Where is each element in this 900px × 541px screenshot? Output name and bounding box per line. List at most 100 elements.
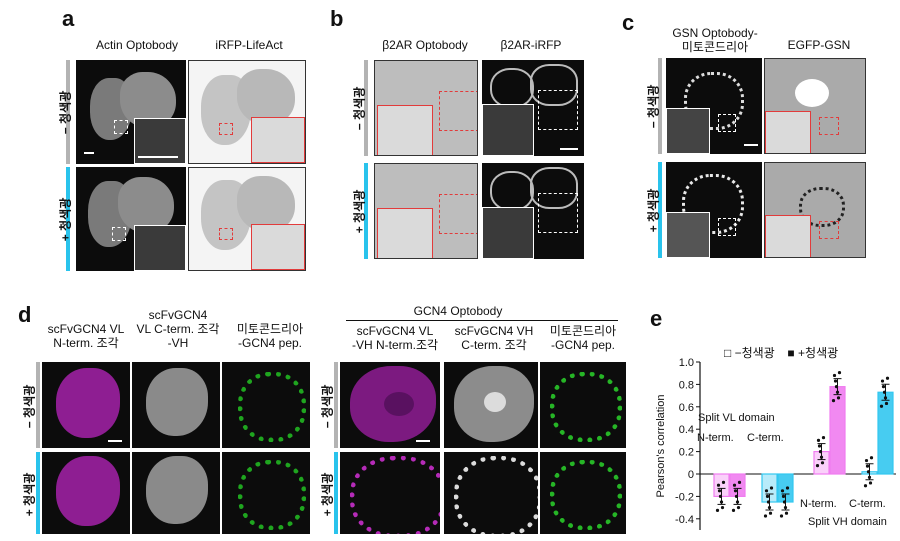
col-gsn-optobody-line2: 미토콘드리아 <box>681 40 749 54</box>
data-point <box>817 444 822 448</box>
data-point <box>865 464 870 468</box>
data-point <box>768 511 773 515</box>
data-point <box>863 484 868 488</box>
col-d3: 미토콘드리아 -GCN4 pep. <box>222 322 318 350</box>
data-point <box>737 480 742 484</box>
image-egfp-gsn-plus <box>764 162 866 258</box>
col-d2-line1: scFvGCN4 <box>148 308 208 322</box>
plus-light-bar <box>364 163 368 259</box>
panel-d-label: d <box>18 302 32 327</box>
image-b2ar-optobody-plus <box>374 163 478 259</box>
col-d6-line2: -GCN4 pep. <box>550 338 616 352</box>
data-point <box>732 483 737 487</box>
y-tick-label: 0 <box>688 469 694 481</box>
image-vl-cterm-minus <box>132 362 220 448</box>
image-gsn-mito-minus <box>666 58 762 154</box>
image-lifeact-minus <box>188 60 306 164</box>
image-vl-nterm-plus <box>42 452 130 534</box>
data-point <box>869 456 874 460</box>
data-point <box>818 450 823 454</box>
panel-c-label: c <box>622 10 635 35</box>
y-tick-label: 0.4 <box>679 424 694 436</box>
image-b2ar-optobody-minus <box>374 60 478 156</box>
data-point <box>783 506 788 510</box>
split-vl-label: Split VL domain <box>698 412 775 424</box>
data-point <box>836 396 841 400</box>
image-mito-gcn4-plus-2 <box>540 452 626 534</box>
data-point <box>816 438 821 442</box>
image-vlvh-nterm-plus <box>340 452 440 534</box>
data-point <box>833 379 838 383</box>
y-tick-label: -0.2 <box>675 491 694 503</box>
panel-e-label: e <box>650 306 663 331</box>
col-d1: scFvGCN4 VL N-term. 조각 <box>38 322 134 350</box>
split-vh-label: Split VH domain <box>808 516 887 528</box>
image-vl-nterm-minus <box>42 362 130 448</box>
data-point <box>769 486 774 490</box>
y-tick-label: 0.2 <box>679 447 694 459</box>
col-d4-line2: -VH N-term.조각 <box>351 338 439 352</box>
plus-light-bar <box>334 452 338 534</box>
data-point <box>835 390 840 394</box>
data-point <box>883 396 888 400</box>
image-b2ar-irfp-plus <box>482 163 584 259</box>
image-mito-gcn4-minus-1 <box>222 362 310 448</box>
data-point <box>885 376 890 380</box>
plus-light-bar <box>36 452 40 534</box>
data-point <box>864 458 869 463</box>
data-point <box>881 385 886 389</box>
data-point <box>882 390 887 394</box>
row-label-plus: + 청색광 <box>320 472 335 517</box>
row-label-minus: − 청색광 <box>22 384 37 429</box>
data-point <box>720 506 725 510</box>
col-d4: scFvGCN4 VL -VH N-term.조각 <box>340 324 450 352</box>
row-label-plus: + 청색광 <box>22 472 37 517</box>
minus-light-bar <box>334 362 338 448</box>
col-gsn-optobody-line1: GSN Optobody- <box>672 26 758 40</box>
image-vh-cterm-plus <box>444 452 538 534</box>
col-d2: scFvGCN4 VL C-term. 조각 -VH <box>128 308 228 350</box>
data-point <box>766 500 771 504</box>
plus-light-bar <box>66 167 70 271</box>
image-mito-gcn4-minus-2 <box>540 362 626 448</box>
vh-cterm-label: C-term. <box>849 498 886 510</box>
panel-b-label: b <box>330 6 344 31</box>
data-point <box>733 489 738 493</box>
y-tick-label: 1.0 <box>679 357 694 369</box>
data-point <box>867 475 872 479</box>
row-label-minus: − 청색광 <box>646 84 661 129</box>
data-point <box>735 500 740 504</box>
col-d5-line2: C-term. 조각 <box>461 338 527 352</box>
data-point <box>763 514 768 518</box>
data-point <box>780 489 785 493</box>
data-point <box>765 494 770 498</box>
data-point <box>718 494 723 498</box>
data-point <box>819 455 824 459</box>
y-tick-label: 0.6 <box>679 402 694 414</box>
col-egfp-gsn: EGFP-GSN <box>787 38 851 52</box>
image-b2ar-irfp-minus <box>482 60 584 156</box>
gcn4-optobody-title: GCN4 Optobody <box>413 304 503 318</box>
data-point <box>879 404 884 408</box>
image-egfp-gsn-minus <box>764 58 866 154</box>
row-label-minus: − 청색광 <box>58 90 73 135</box>
data-point <box>782 500 787 504</box>
data-point <box>779 514 784 518</box>
col-actin-optobody: Actin Optobody <box>95 38 179 52</box>
data-point <box>821 436 826 440</box>
y-tick-label: 0.8 <box>679 379 694 391</box>
row-label-plus: + 청색광 <box>58 197 73 242</box>
legend-minus-label: −청색광 <box>734 346 775 360</box>
legend-plus-label: +청색광 <box>798 346 839 360</box>
image-actin-plus <box>76 167 186 271</box>
minus-light-bar <box>364 60 368 156</box>
plus-light-bar <box>658 162 662 258</box>
data-point <box>736 506 741 510</box>
data-point <box>715 508 720 512</box>
row-label-plus: + 청색광 <box>646 188 661 233</box>
data-point <box>731 508 736 512</box>
data-point <box>884 401 889 406</box>
minus-light-bar <box>36 362 40 448</box>
data-point <box>719 500 724 504</box>
data-point <box>815 464 820 468</box>
